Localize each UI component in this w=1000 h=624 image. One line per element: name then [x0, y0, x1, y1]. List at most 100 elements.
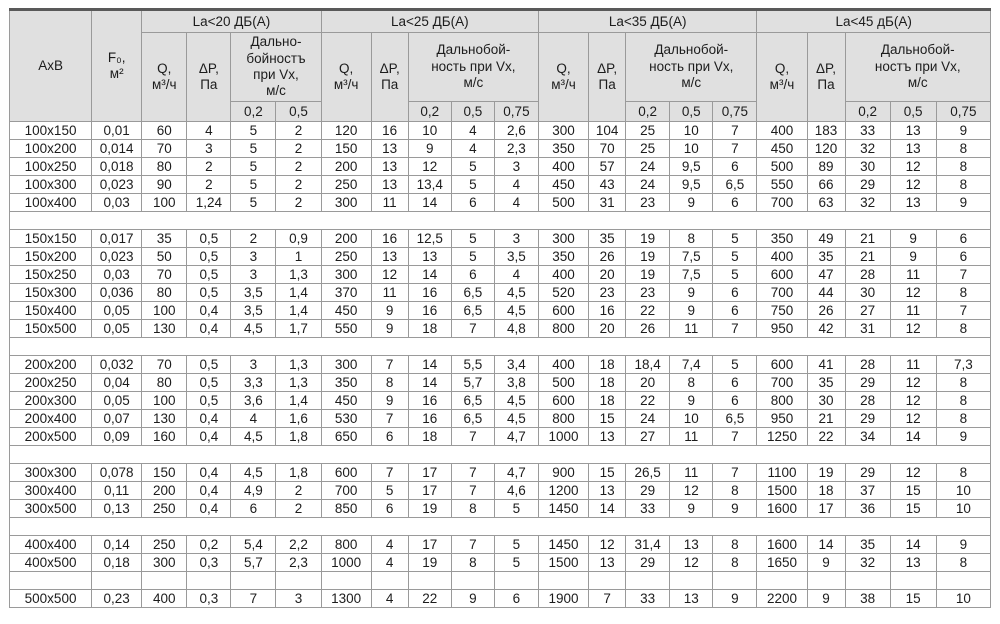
cell-size: 150x250: [8, 265, 93, 284]
col-header-range-4: Дальнобой- ностъ при Vx, м/с: [844, 32, 992, 102]
table-cell: 6: [935, 247, 992, 266]
cell-size: 300x300: [8, 463, 93, 482]
table-cell: 5: [712, 247, 758, 266]
table-row: 200x400 0,07 130 0,4 4 1,6 530 7 16 6,5 4,5 800 15 24…: [8, 409, 992, 428]
col-header-speed: 0,2: [844, 101, 891, 122]
table-cell: 13,4: [407, 175, 452, 194]
table-cell: 22: [625, 391, 671, 410]
table-cell: 4: [370, 589, 409, 608]
table-cell: 10: [935, 481, 992, 500]
table-cell: 0,4: [186, 319, 232, 338]
table-cell: 9: [370, 319, 409, 338]
table-cell: 12: [889, 283, 937, 302]
table-cell: 10: [669, 139, 714, 158]
spacer-cell: [370, 571, 409, 590]
table-cell: 6: [712, 193, 758, 212]
table-cell: 43: [588, 175, 627, 194]
table-cell: 900: [537, 463, 590, 482]
table-cell: 5: [493, 553, 540, 572]
table-cell: 7: [712, 463, 758, 482]
table-cell: 8: [712, 535, 758, 554]
table-cell: 30: [806, 391, 846, 410]
spacer-cell: [9, 517, 991, 536]
table-cell: 2: [275, 481, 322, 500]
table-cell: 7: [450, 427, 495, 446]
table-row: 200x500 0,09 160 0,4 4,5 1,8 650 6 18 7 4,7 1000 13 2…: [8, 427, 992, 446]
table-cell: 12: [889, 175, 937, 194]
table-cell: 12: [889, 319, 937, 338]
table-cell: 8: [450, 553, 495, 572]
table-cell: 0,3: [186, 589, 232, 608]
table-cell: 1900: [537, 589, 590, 608]
cell-size: 400x500: [8, 553, 93, 572]
spacer-cell: [625, 571, 671, 590]
table-cell: 1500: [537, 553, 590, 572]
table-cell: 3: [493, 157, 540, 176]
table-cell: 28: [844, 355, 891, 374]
cell-size: 200x500: [8, 427, 93, 446]
table-cell: 19: [407, 499, 452, 518]
table-cell: 11: [370, 283, 409, 302]
table-cell: 0,4: [186, 499, 232, 518]
col-header-q-3: Q, м³/ч: [537, 32, 590, 122]
table-cell: 70: [588, 139, 627, 158]
table-cell: 4,5: [230, 319, 277, 338]
table-cell: 18: [806, 481, 846, 500]
table-cell: 6: [712, 301, 758, 320]
table-cell: 1600: [756, 499, 808, 518]
table-cell: 4,5: [493, 391, 540, 410]
table-cell: 24: [625, 409, 671, 428]
col-header-speed: 0,5: [450, 101, 495, 122]
table-cell: 24: [625, 157, 671, 176]
table-cell: 0,07: [91, 409, 143, 428]
table-row: 150x400 0,05 100 0,4 3,5 1,4 450 9 16 6,5 4,5 600 16…: [8, 301, 992, 320]
table-cell: 350: [537, 247, 590, 266]
table-cell: 0,2: [186, 535, 232, 554]
table-cell: 7: [370, 409, 409, 428]
cell-size: 500x500: [8, 589, 93, 608]
table-cell: 14: [407, 193, 452, 212]
table-cell: 13: [889, 193, 937, 212]
spacer-cell: [756, 571, 808, 590]
table-cell: 6: [712, 373, 758, 392]
cell-size: 200x400: [8, 409, 93, 428]
table-row: 300x500 0,13 250 0,4 6 2 850 6 19 8 5 1450 14 33 9 9 160…: [8, 499, 992, 518]
table-row: 100x150 0,01 60 4 5 2 120 16 10 4 2,6 300 104 25 10 7 40…: [8, 121, 992, 140]
col-header-speed: 0,2: [230, 101, 277, 122]
table-cell: 22: [407, 589, 452, 608]
table-row: 500x500 0,23 400 0,3 7 3 1300 4 22 9 6 1900 7 33 13 9 22…: [8, 589, 992, 608]
col-header-dp-1: ΔP, Па: [186, 32, 232, 122]
table-cell: 23: [625, 283, 671, 302]
table-cell: 8: [935, 463, 992, 482]
spacer-row: [9, 337, 991, 356]
table-cell: 29: [844, 373, 891, 392]
table-cell: 3: [230, 265, 277, 284]
table-cell: 8: [935, 139, 992, 158]
table-cell: 600: [756, 355, 808, 374]
spacer-cell: [806, 571, 846, 590]
table-cell: 80: [141, 283, 188, 302]
table-cell: 5: [712, 229, 758, 248]
table-cell: 18: [588, 355, 627, 374]
table-cell: 0,03: [91, 265, 143, 284]
table-cell: 12,5: [407, 229, 452, 248]
table-cell: 90: [141, 175, 188, 194]
spacer-cell: [91, 571, 143, 590]
table-cell: 530: [320, 409, 372, 428]
table-cell: 0,05: [91, 391, 143, 410]
table-row: 200x200 0,032 70 0,5 3 1,3 300 7 14 5,5 3,4 400 18 18…: [8, 355, 992, 374]
table-row: 150x150 0,017 35 0,5 2 0,9 200 16 12,5 5 3 300 35 19 8…: [8, 229, 992, 248]
table-cell: 17: [407, 463, 452, 482]
table-cell: 450: [320, 391, 372, 410]
table-cell: 2: [275, 175, 322, 194]
table-cell: 6: [370, 427, 409, 446]
table-cell: 22: [625, 301, 671, 320]
table-row: 300x300 0,078 150 0,4 4,5 1,8 600 7 17 7 4,7 900 15 2…: [8, 463, 992, 482]
col-header-speed: 0,5: [669, 101, 714, 122]
table-cell: 16: [370, 229, 409, 248]
table-row: 100x200 0,014 70 3 5 2 150 13 9 4 2,3 350 70 25 10 7 450…: [8, 139, 992, 158]
table-cell: 0,18: [91, 553, 143, 572]
table-cell: 6: [450, 193, 495, 212]
table-cell: 29: [844, 175, 891, 194]
table-cell: 1200: [537, 481, 590, 500]
